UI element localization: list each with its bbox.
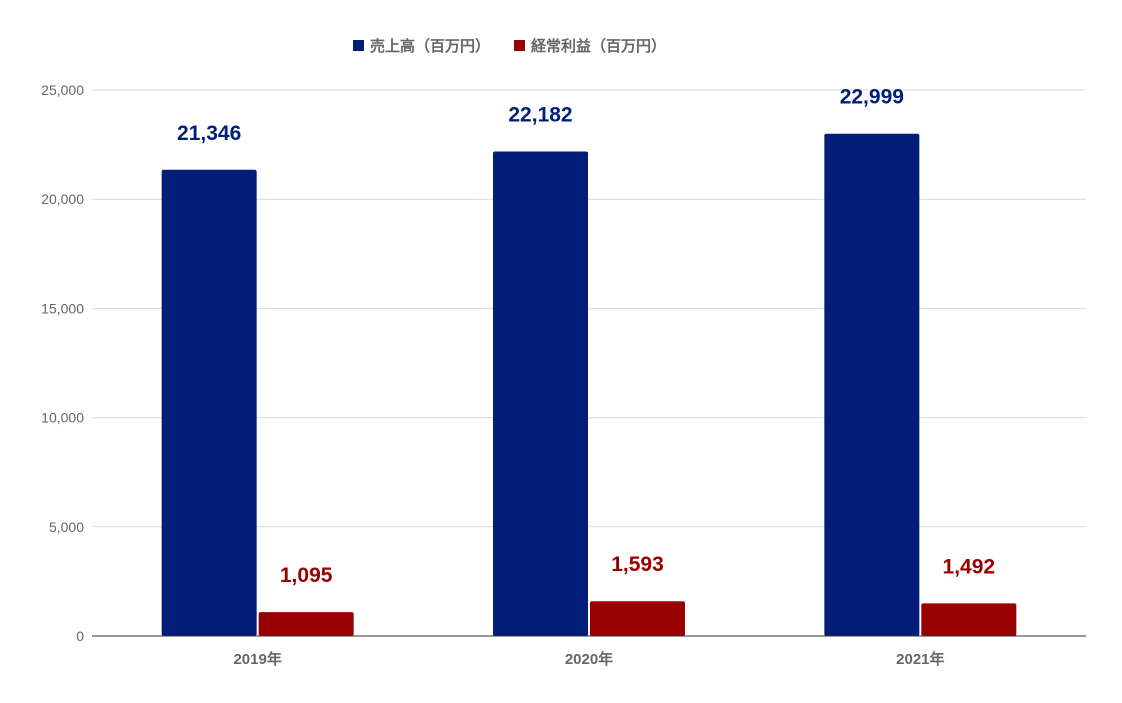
bar-sales: [824, 133, 920, 636]
bar-sales: [161, 169, 257, 637]
legend-swatch-sales: [353, 40, 364, 51]
y-tick-label: 5,000: [49, 519, 84, 535]
y-tick-label: 25,000: [41, 82, 84, 98]
bar-profit: [590, 601, 685, 636]
x-axis-ticks: 2019年 2020年 2021年: [233, 650, 944, 668]
y-tick-label: 15,000: [41, 300, 84, 316]
x-tick-label: 2020年: [565, 650, 613, 668]
bar-profit: [921, 603, 1017, 636]
gridlines: [92, 89, 1086, 528]
y-tick-label: 10,000: [41, 410, 84, 426]
legend: 売上高（百万円） 経常利益（百万円）: [353, 37, 666, 55]
x-tick-label: 2019年: [233, 650, 281, 668]
y-tick-label: 20,000: [41, 191, 84, 207]
data-label-profit: 1,095: [280, 564, 333, 587]
bars: [161, 133, 1017, 637]
legend-swatch-profit: [514, 40, 525, 51]
legend-label-sales: 売上高（百万円）: [370, 37, 490, 55]
bar-sales: [493, 151, 588, 637]
data-label-sales: 21,346: [177, 122, 241, 145]
data-labels: 21,346 1,095 22,182 1,593 22,999 1,492: [177, 86, 995, 587]
y-axis-ticks: 0 5,000 10,000 15,000 20,000 25,000: [41, 82, 84, 644]
data-label-profit: 1,593: [611, 553, 664, 576]
data-label-profit: 1,492: [943, 555, 996, 578]
data-label-sales: 22,182: [508, 104, 572, 127]
x-tick-label: 2021年: [896, 650, 944, 668]
bar-profit: [258, 612, 354, 636]
data-label-sales: 22,999: [840, 86, 904, 109]
y-tick-label: 0: [76, 628, 84, 644]
legend-label-profit: 経常利益（百万円）: [531, 37, 666, 55]
